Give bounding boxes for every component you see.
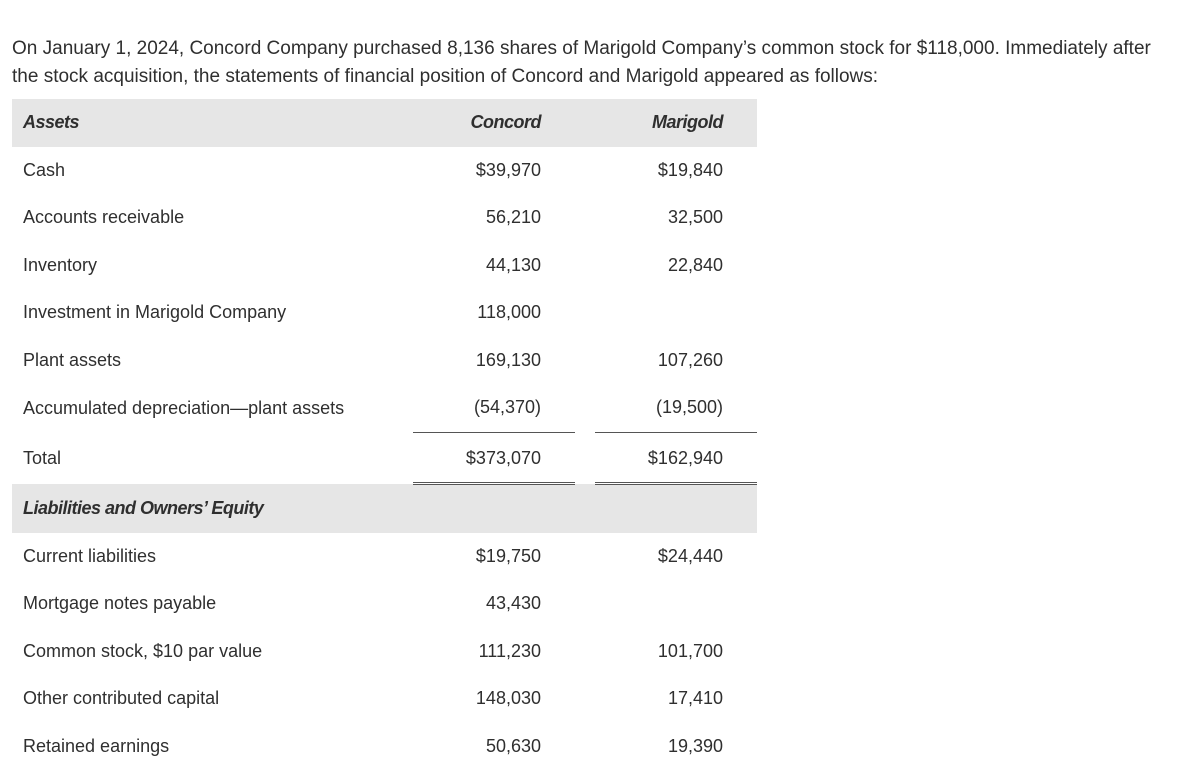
concord-value: 50,630 (413, 723, 575, 770)
concord-value: 44,130 (413, 242, 575, 290)
concord-value: 111,230 (413, 628, 575, 676)
row-label: Plant assets (12, 337, 401, 385)
table-row: Other contributed capital 148,030 17,410 (12, 675, 757, 723)
table-row: Cash $39,970 $19,840 (12, 147, 757, 195)
financial-position-table: Assets Concord Marigold Cash $39,970 $19… (12, 99, 757, 770)
liabilities-header-row: Liabilities and Owners’ Equity (12, 484, 757, 533)
table-row: Common stock, $10 par value 111,230 101,… (12, 628, 757, 676)
row-label: Investment in Marigold Company (12, 289, 401, 337)
table-row: Current liabilities $19,750 $24,440 (12, 533, 757, 581)
concord-value: $19,750 (413, 533, 575, 581)
row-label: Other contributed capital (12, 675, 401, 723)
row-label: Cash (12, 147, 401, 195)
marigold-value: $19,840 (595, 147, 757, 195)
table-row: Accounts receivable 56,210 32,500 (12, 194, 757, 242)
concord-total: $373,070 (413, 432, 575, 484)
marigold-value (595, 580, 757, 628)
marigold-value: 107,260 (595, 337, 757, 385)
marigold-value: (19,500) (595, 384, 757, 432)
row-label: Accounts receivable (12, 194, 401, 242)
table-row: Plant assets 169,130 107,260 (12, 337, 757, 385)
concord-value: 169,130 (413, 337, 575, 385)
assets-header-row: Assets Concord Marigold (12, 99, 757, 147)
marigold-value: 19,390 (595, 723, 757, 770)
concord-value: 118,000 (413, 289, 575, 337)
table-row: Investment in Marigold Company 118,000 (12, 289, 757, 337)
problem-intro: On January 1, 2024, Concord Company purc… (12, 35, 1172, 91)
total-label: Total (12, 432, 401, 484)
concord-value: 148,030 (413, 675, 575, 723)
marigold-value: 101,700 (595, 628, 757, 676)
marigold-value (595, 289, 757, 337)
concord-value: $39,970 (413, 147, 575, 195)
total-row: Total $373,070 $162,940 (12, 432, 757, 484)
concord-column-header: Concord (413, 99, 575, 147)
table-row: Mortgage notes payable 43,430 (12, 580, 757, 628)
row-label: Inventory (12, 242, 401, 290)
row-label: Mortgage notes payable (12, 580, 401, 628)
liabilities-header-label: Liabilities and Owners’ Equity (12, 484, 401, 533)
row-label: Current liabilities (12, 533, 401, 581)
marigold-value: 17,410 (595, 675, 757, 723)
concord-value: 43,430 (413, 580, 575, 628)
marigold-total: $162,940 (595, 432, 757, 484)
row-label: Accumulated depreciation—plant assets (12, 384, 401, 432)
row-label: Common stock, $10 par value (12, 628, 401, 676)
row-label: Retained earnings (12, 723, 401, 770)
table-row: Inventory 44,130 22,840 (12, 242, 757, 290)
marigold-value: $24,440 (595, 533, 757, 581)
marigold-value: 22,840 (595, 242, 757, 290)
marigold-column-header: Marigold (595, 99, 757, 147)
marigold-value: 32,500 (595, 194, 757, 242)
table-row: Retained earnings 50,630 19,390 (12, 723, 757, 770)
table-row: Accumulated depreciation—plant assets (5… (12, 384, 757, 432)
concord-value: 56,210 (413, 194, 575, 242)
assets-header-label: Assets (12, 99, 401, 147)
concord-value: (54,370) (413, 384, 575, 432)
